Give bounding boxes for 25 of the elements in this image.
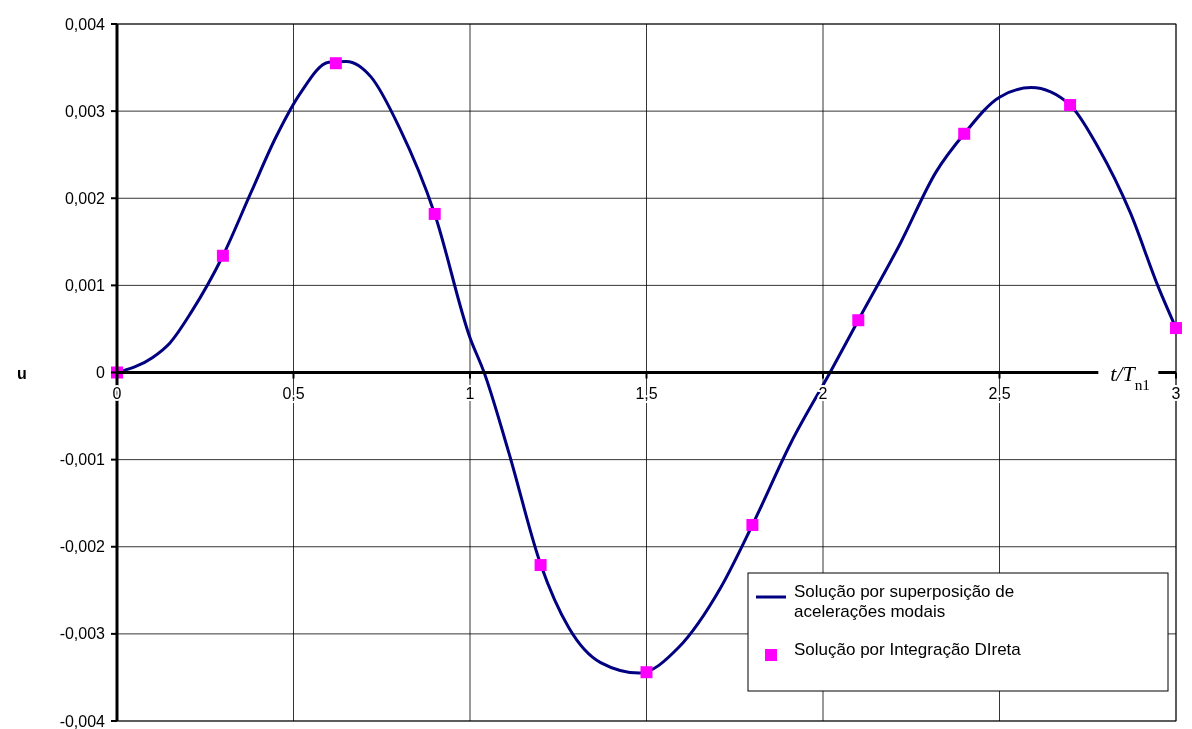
x-tick-label: 1 (465, 384, 475, 402)
y-tick-label: 0,002 (64, 189, 106, 207)
y-tick-label: -0,002 (59, 538, 106, 556)
y-tick-label: 0,004 (64, 15, 106, 33)
point (958, 127, 971, 140)
y-tick-label: 0,003 (64, 102, 106, 120)
y-tick-label: 0,001 (64, 276, 106, 294)
point (534, 559, 547, 572)
point (640, 666, 653, 679)
point (852, 314, 865, 327)
point (216, 249, 229, 262)
point (1064, 99, 1077, 112)
y-axis-title: u (17, 364, 27, 382)
y-tick-label: -0,004 (59, 712, 106, 729)
point (1170, 322, 1182, 335)
point (428, 207, 441, 220)
y-tick-label: 0 (96, 364, 106, 382)
point (746, 518, 759, 531)
legend-label: Solução por Integração DIreta (794, 640, 1022, 659)
x-axis-title: t/T$_{n1}$ (1110, 360, 1151, 392)
legend-label: Solução por superposição de acelerações modais (794, 582, 1015, 622)
y-tick-label: -0,001 (59, 451, 106, 469)
y-tick-label: -0,003 (59, 625, 106, 643)
x-tick-label: 2 (818, 384, 828, 402)
point (329, 57, 342, 70)
